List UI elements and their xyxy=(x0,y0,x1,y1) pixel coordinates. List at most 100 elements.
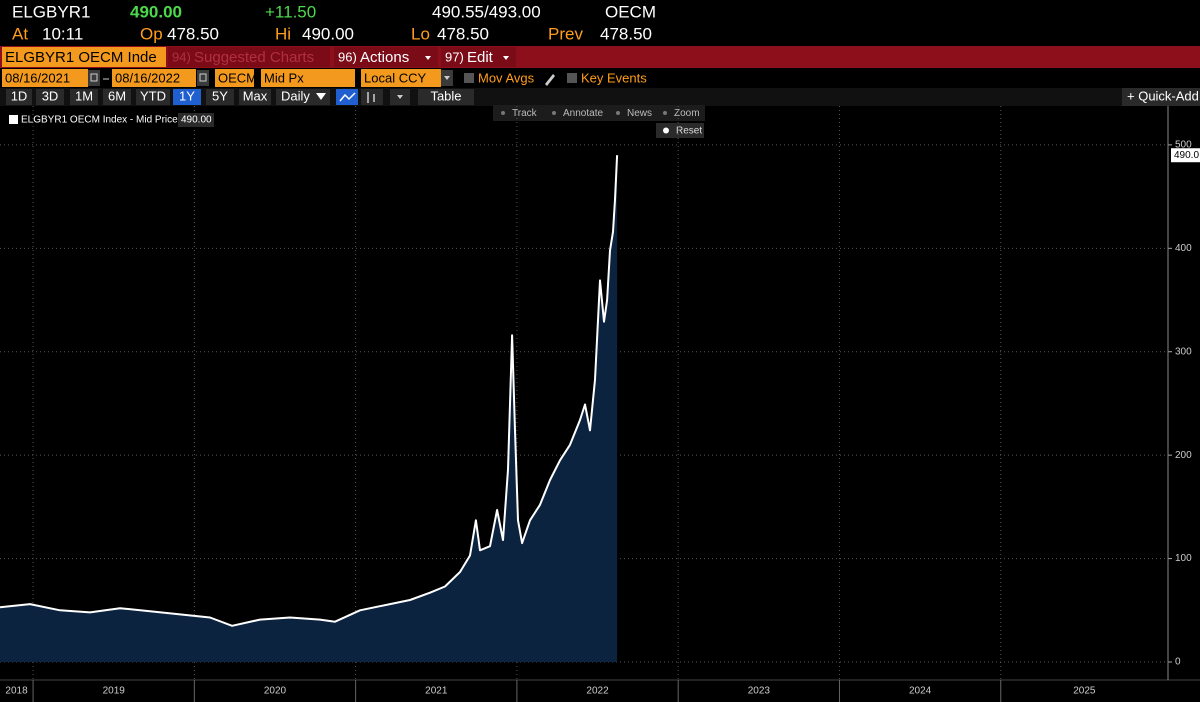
ticker: ELGBYR1 xyxy=(12,2,90,21)
tool-label[interactable]: News xyxy=(627,108,652,119)
menu-label[interactable]: Actions xyxy=(360,49,409,66)
legend-swatch xyxy=(9,115,18,124)
stat-label: Prev xyxy=(548,24,583,43)
stat-value: 478.50 xyxy=(167,24,219,43)
tool-icon xyxy=(663,111,667,115)
menu-arrow xyxy=(503,56,509,60)
last-price-label: 490.0 xyxy=(1174,150,1199,161)
calendar-glyph xyxy=(199,73,207,82)
y-tick-label: 500 xyxy=(1175,140,1192,151)
menu-label[interactable]: Suggested Charts xyxy=(194,49,314,66)
stat-value: 10:11 xyxy=(42,24,83,43)
source-field[interactable]: OECM xyxy=(218,70,257,85)
stat-label: Hi xyxy=(275,24,291,43)
period-label[interactable]: Max xyxy=(243,88,268,103)
period-button[interactable] xyxy=(70,89,98,105)
menu-number[interactable]: 94) xyxy=(172,49,191,64)
legend-value-box xyxy=(178,113,214,127)
period-label[interactable]: 5Y xyxy=(212,88,228,103)
menu-item[interactable] xyxy=(168,47,330,67)
x-tick-label: 2025 xyxy=(1073,686,1096,697)
x-tick-label: 2023 xyxy=(748,686,771,697)
security[interactable]: ELGBYR1 OECM Inde xyxy=(5,49,157,66)
reset-button[interactable] xyxy=(656,123,704,138)
change: +11.50 xyxy=(265,2,316,21)
reset-icon xyxy=(663,127,669,134)
quick-add[interactable]: + Quick-Add xyxy=(1127,88,1199,103)
source-box[interactable] xyxy=(215,69,254,87)
y-tick-label: 200 xyxy=(1175,450,1192,461)
x-tick-label: 2020 xyxy=(264,686,287,697)
checkbox-label[interactable]: Mov Avgs xyxy=(478,70,535,85)
calendar-icon[interactable] xyxy=(88,70,100,86)
end-date[interactable]: 08/16/2022 xyxy=(115,70,180,85)
tool-label[interactable]: Annotate xyxy=(563,108,603,119)
dropdown-arrow xyxy=(444,76,450,80)
start-date[interactable]: 08/16/2021 xyxy=(5,70,70,85)
calendar-glyph xyxy=(90,73,98,82)
period-label[interactable]: 6M xyxy=(108,88,126,103)
period-button[interactable] xyxy=(36,89,64,105)
calendar-icon[interactable] xyxy=(197,70,209,86)
reset[interactable]: Reset xyxy=(676,126,702,137)
currency[interactable]: Local CCY xyxy=(364,70,426,85)
frequency-arrow xyxy=(316,93,326,100)
period-button[interactable] xyxy=(173,89,201,105)
period-label[interactable]: 1M xyxy=(75,88,93,103)
stat-label: Lo xyxy=(411,24,430,43)
period-buttons: 1D 3D 1M 6M YTD 1Y 5Y Max xyxy=(6,88,271,105)
end-date-box[interactable] xyxy=(112,69,196,87)
bid-ask: 490.55/493.00 xyxy=(432,2,541,21)
period-label[interactable]: 3D xyxy=(42,88,59,103)
menu-arrow xyxy=(425,56,431,60)
period-label[interactable]: 1D xyxy=(11,88,28,103)
checkbox-label[interactable]: Key Events xyxy=(581,70,647,85)
chart-tools xyxy=(493,105,705,121)
field[interactable]: Mid Px xyxy=(264,70,304,85)
stat-value: 478.50 xyxy=(600,24,652,43)
line-icon xyxy=(339,92,356,102)
period-button[interactable] xyxy=(136,89,170,105)
tool-label[interactable]: Track xyxy=(512,108,538,119)
quick-add-button[interactable] xyxy=(1122,88,1200,106)
menu-item[interactable] xyxy=(441,47,516,67)
menu-number[interactable]: 97) xyxy=(445,49,464,64)
stat-label: Op xyxy=(140,24,163,43)
period-button[interactable] xyxy=(103,89,131,105)
stat-label: At xyxy=(12,24,28,43)
tool-icon xyxy=(501,111,505,115)
menu-label[interactable]: Edit xyxy=(467,49,494,66)
table[interactable]: Table xyxy=(430,88,461,103)
menu-number[interactable]: 96) xyxy=(338,49,357,64)
x-tick-label: 2022 xyxy=(586,686,609,697)
edit-icon[interactable] xyxy=(545,74,555,86)
menu-items: 94) Suggested Charts 96) Actions 97) Edit xyxy=(168,47,516,67)
period-button[interactable] xyxy=(206,89,234,105)
menu-item[interactable] xyxy=(334,47,438,67)
checkbox[interactable] xyxy=(567,73,577,83)
checkbox[interactable] xyxy=(464,73,474,83)
y-tick-label: 0 xyxy=(1175,657,1181,668)
tool-icon xyxy=(616,111,620,115)
x-tick-label: 2021 xyxy=(425,686,448,697)
field-box[interactable] xyxy=(261,69,355,87)
bar-chart-button[interactable] xyxy=(361,89,383,105)
plot: 0 100 200 300 400 500 2018 2019 2020 2021 2022 2023… xyxy=(0,106,1200,702)
period-label[interactable]: YTD xyxy=(140,88,166,103)
bar-icon xyxy=(367,92,375,103)
last-price-tag xyxy=(1171,148,1200,163)
start-date-box[interactable] xyxy=(2,69,88,87)
period-label[interactable]: 1Y xyxy=(179,88,195,103)
tool-label[interactable]: Zoom xyxy=(674,108,700,119)
security-box[interactable] xyxy=(2,47,166,67)
legend-value: 490.00 xyxy=(181,115,212,126)
currency-box[interactable] xyxy=(361,69,441,87)
table-button[interactable] xyxy=(418,89,474,105)
period-button[interactable] xyxy=(6,89,32,105)
frequency[interactable]: Daily xyxy=(281,88,310,103)
x-tick-label: 2019 xyxy=(103,686,126,697)
stat-value: 490.00 xyxy=(302,24,354,43)
period-button[interactable] xyxy=(239,89,271,105)
